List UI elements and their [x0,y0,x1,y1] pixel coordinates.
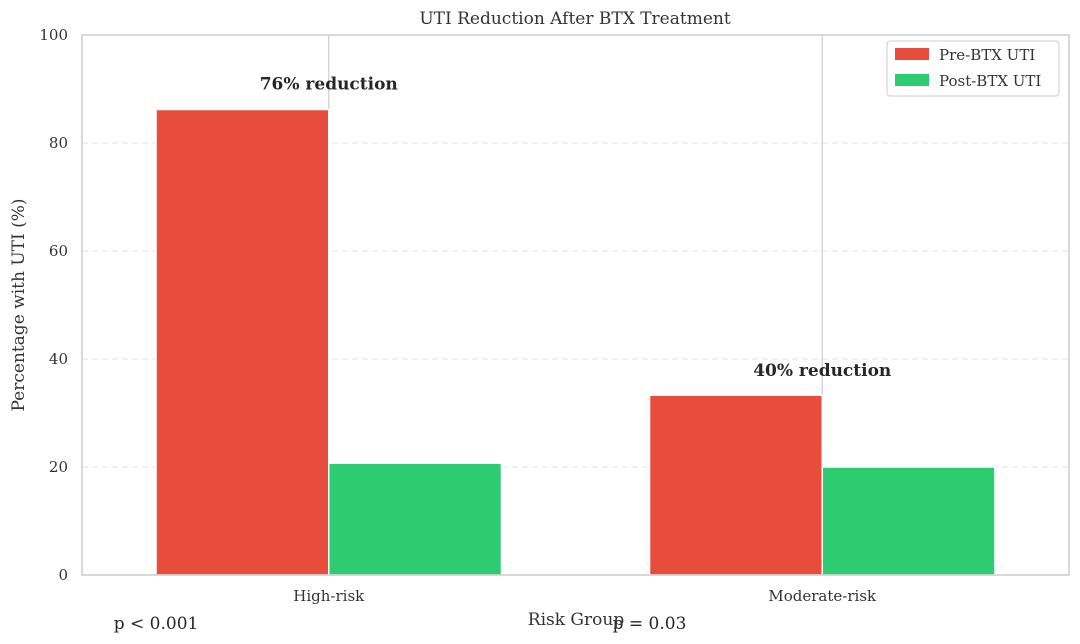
y-tick-labels: 0 20 40 60 80 100 [39,26,68,584]
legend-swatch-pre-btx [895,48,929,60]
reduction-annotation: 76% reduction [260,75,398,95]
bar-pre-btx-uti-high-risk [155,108,330,576]
y-tick-label: 60 [49,242,68,260]
legend-swatch-post-btx [895,74,929,86]
plot-frame [81,34,1070,576]
y-tick-label: 100 [39,26,68,44]
legend-box [886,40,1060,97]
x-tick-label: High-risk [293,587,365,605]
p-value-label: p = 0.03 [613,614,687,634]
y-tick-label: 40 [49,350,68,368]
x-tick-labels: High-risk Moderate-risk [293,587,877,605]
p-value-label: p < 0.001 [114,614,199,634]
legend-label-post-btx: Post-BTX UTI [939,72,1041,90]
bar-pre-btx-uti-moderate-risk [648,394,824,576]
y-tick-label: 0 [58,566,68,584]
legend: Pre-BTX UTI Post-BTX UTI [886,40,1060,97]
x-tick-label: Moderate-risk [768,587,877,605]
y-axis-title: Percentage with UTI (%) [9,198,29,411]
annotations-layer: 76% reduction 40% reduction [260,75,892,381]
y-tick-label: 80 [49,134,68,152]
x-axis-title: Risk Group [528,610,625,630]
chart-title: UTI Reduction After BTX Treatment [419,9,731,29]
bars-layer [155,108,996,576]
legend-label-pre-btx: Pre-BTX UTI [939,46,1035,64]
bar-post-btx-uti-high-risk [328,462,503,576]
reduction-annotation: 40% reduction [753,361,891,381]
y-tick-label: 20 [49,458,68,476]
bar-post-btx-uti-moderate-risk [821,466,996,576]
p-values-layer: p < 0.001 p = 0.03 [114,614,687,634]
